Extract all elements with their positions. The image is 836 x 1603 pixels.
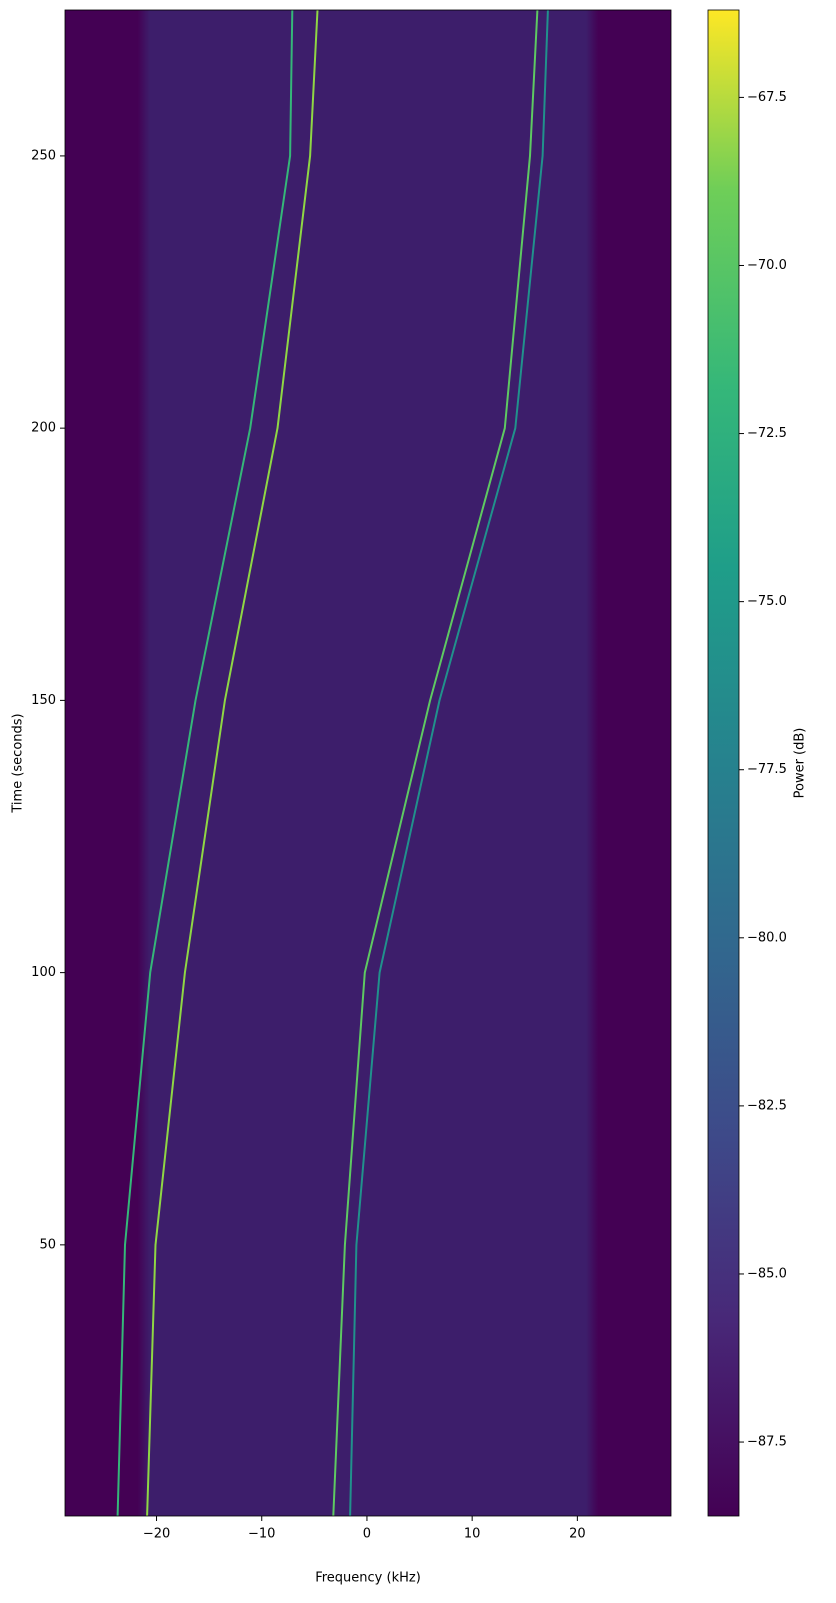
x-tick-label: 20 [569, 1527, 586, 1542]
signal-trace [146, 9, 319, 1517]
y-tick-label: 250 [31, 148, 56, 163]
x-tick-label: −10 [248, 1527, 275, 1542]
x-tick-label: 10 [464, 1527, 481, 1542]
x-tick-label: −20 [143, 1527, 170, 1542]
y-tick-label: 150 [31, 693, 56, 708]
colorbar-tick-label: −75.0 [747, 594, 787, 609]
colorbar-tick-label: −80.0 [747, 930, 787, 945]
colorbar-tick-label: −87.5 [747, 1435, 787, 1450]
signal-trace [349, 9, 549, 1517]
x-axis-label: Frequency (kHz) [315, 1571, 421, 1586]
y-axis-label: Time (seconds) [11, 713, 26, 813]
colorbar-tick-label: −72.5 [747, 426, 787, 441]
colorbar-label: Power (dB) [793, 728, 808, 799]
y-tick-label: 50 [39, 1237, 56, 1252]
colorbar-tick-label: −82.5 [747, 1098, 787, 1113]
x-tick-label: 0 [363, 1527, 371, 1542]
signal-trace [116, 9, 294, 1517]
colorbar-tick-label: −70.0 [747, 258, 787, 273]
colorbar-tick-label: −67.5 [747, 90, 787, 105]
plot-area [65, 10, 671, 1516]
y-tick-label: 200 [31, 421, 56, 436]
signal-trace [332, 9, 539, 1517]
colorbar-tick-label: −85.0 [747, 1266, 787, 1281]
colorbar-tick-label: −77.5 [747, 762, 787, 777]
plot-frame [64, 9, 672, 1517]
colorbar [707, 9, 740, 1517]
y-tick-label: 100 [31, 965, 56, 980]
